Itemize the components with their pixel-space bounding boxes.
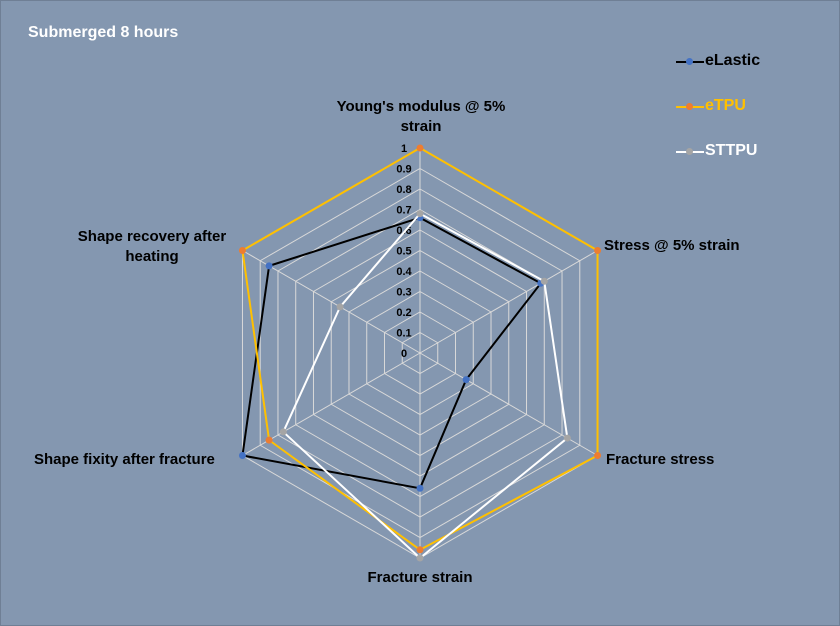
point-sttpu-5 [336,303,344,311]
point-etpu-0 [416,144,424,152]
axis-label-stress-5-strain: Stress @ 5% strain [604,237,740,254]
point-etpu-2 [594,452,602,459]
tick-label-0: 0 [401,348,407,360]
legend-label-sttpu: STTPU [705,142,758,159]
legend-marker-sttpu [686,148,693,155]
chart-title: Submerged 8 hours [28,24,179,41]
axis-label-shape-recovery: Shape recovery after heating [77,228,227,265]
spoke-1 [419,250,598,354]
radar-tick-labels: 00.10.20.30.40.50.60.70.80.91 [396,143,412,360]
legend-label-etpu: eTPU [705,97,746,114]
point-elastic-5 [265,262,273,270]
point-sttpu-3 [416,554,424,562]
axis-label-fracture-strain: Fracture strain [367,569,473,586]
tick-label-3: 0.3 [396,287,411,299]
tick-label-1: 0.1 [396,328,411,340]
point-sttpu-2 [563,434,571,442]
point-etpu-5 [238,247,246,254]
radar-series [238,144,602,562]
tick-label-2: 0.2 [396,307,411,319]
legend-item-elastic: eLastic [676,52,816,82]
point-elastic-3 [416,484,424,492]
legend-marker-elastic [686,58,693,65]
point-sttpu-1 [540,277,548,285]
axis-label-fracture-stress: Fracture stress [606,451,715,468]
tick-label-8: 0.8 [396,184,411,196]
axis-label-shape-fixity: Shape fixity after fracture [34,451,215,468]
legend: eLastic eTPU STTPU [676,52,816,187]
tick-label-4: 0.4 [396,266,412,278]
point-elastic-2 [462,376,470,384]
point-etpu-1 [594,247,602,254]
point-etpu-3 [416,546,424,554]
legend-item-etpu: eTPU [676,97,816,127]
legend-item-sttpu: STTPU [676,142,816,172]
series-line-sttpu [282,212,569,559]
legend-marker-etpu [686,103,693,110]
point-sttpu-0 [416,210,424,218]
axis-label-youngs-modulus: Young's modulus @ 5% strain [336,98,506,135]
point-etpu-4 [265,436,273,444]
series-line-elastic [241,216,542,490]
point-elastic-4 [238,452,246,459]
tick-label-7: 0.7 [396,205,411,217]
point-sttpu-4 [279,428,287,436]
legend-label-elastic: eLastic [705,52,761,69]
tick-label-9: 0.9 [396,164,411,176]
tick-label-5: 0.5 [396,246,411,258]
radar-grid [241,147,599,559]
tick-label-10: 1 [401,143,407,155]
